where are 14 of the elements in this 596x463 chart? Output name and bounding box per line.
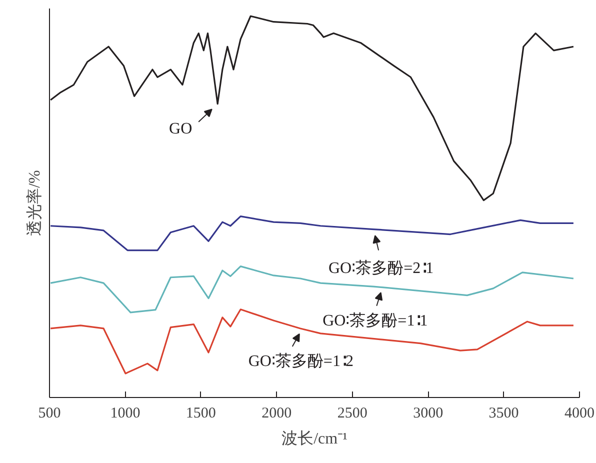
annotation: GO∶茶多酚=1∶1 xyxy=(322,311,428,330)
annotation: GO∶茶多酚=2∶1 xyxy=(328,258,434,277)
x-tick-label: 500 xyxy=(38,406,61,422)
annotation: GO xyxy=(169,120,192,138)
x-tick-label: 4000 xyxy=(564,406,594,422)
x-tick-label: 2500 xyxy=(337,406,368,422)
x-axis-title: 波长/cm⁻¹ xyxy=(282,430,348,448)
annotation: GO∶茶多酚=1∶2 xyxy=(248,352,354,370)
x-tick-label: 1000 xyxy=(110,406,140,422)
x-tick-label: 2000 xyxy=(262,406,292,422)
x-tick-label: 1500 xyxy=(186,406,216,422)
x-tick-label: 3500 xyxy=(488,406,519,422)
x-tick-label: 3000 xyxy=(413,406,444,422)
y-axis-title: 透光率/% xyxy=(26,170,44,236)
